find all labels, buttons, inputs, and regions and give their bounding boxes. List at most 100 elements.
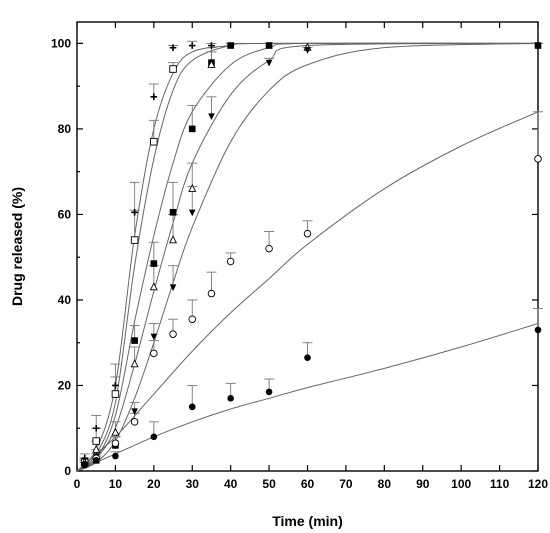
filled-circle-marker (112, 452, 119, 460)
filled-square-marker (227, 42, 234, 49)
open-circle-marker (226, 257, 235, 266)
data-point (92, 424, 100, 432)
data-point (188, 315, 196, 323)
data-point (131, 408, 138, 416)
data-point (208, 113, 215, 120)
plus-marker (92, 424, 100, 432)
filled-circle-marker (81, 461, 88, 468)
open-square-marker (169, 65, 177, 73)
data-point (227, 395, 234, 402)
x-tick-label: 50 (262, 477, 276, 491)
data-point (131, 208, 138, 216)
open-square-marker (111, 390, 120, 398)
data-point (227, 42, 234, 49)
x-tick-label: 30 (186, 477, 200, 491)
open-circle-marker (150, 349, 158, 358)
data-point (92, 444, 101, 453)
y-tick-label: 20 (58, 378, 72, 392)
plus-marker (208, 42, 215, 49)
open-circle-marker (188, 315, 196, 323)
open-circle-marker (303, 229, 312, 238)
y-tick-label: 60 (58, 207, 72, 221)
open-triangle-marker (207, 59, 216, 68)
data-point (149, 282, 158, 291)
fit-curve-open-circle (76, 111, 539, 472)
x-tick-label: 0 (74, 477, 81, 491)
data-point (150, 333, 158, 341)
open-circle-marker (111, 439, 120, 447)
filled-square-marker (265, 42, 273, 49)
x-tick-label: 90 (416, 477, 430, 491)
x-axis-label: Time (min) (272, 513, 343, 529)
open-circle-marker (169, 330, 177, 338)
data-point (130, 359, 139, 368)
data-point (207, 289, 216, 298)
filled-triangle-marker (304, 47, 311, 54)
open-circle-marker (130, 418, 139, 426)
filled-circle-marker (265, 388, 273, 396)
filled-circle-marker (304, 354, 311, 361)
filled-circle-marker (92, 457, 100, 464)
data-point (131, 337, 138, 344)
data-point (130, 236, 139, 244)
data-point (150, 349, 158, 358)
data-point (304, 354, 311, 361)
data-point (150, 433, 158, 441)
x-tick-label: 120 (528, 477, 548, 491)
open-circle-marker (265, 244, 273, 253)
open-triangle-marker (188, 183, 197, 192)
open-square-marker (92, 437, 100, 445)
fit-curve-filled-circle (76, 322, 539, 472)
filled-circle-marker (534, 326, 542, 334)
plus-marker (112, 382, 119, 389)
data-point (111, 439, 120, 447)
x-tick-label: 80 (378, 477, 392, 491)
fit-curve-filled-square (76, 42, 539, 472)
data-point (169, 208, 177, 216)
open-triangle-marker (111, 427, 120, 436)
data-point (534, 42, 542, 49)
data-point (188, 209, 196, 217)
data-point (207, 59, 216, 68)
open-triangle-marker (149, 282, 158, 291)
open-square-marker (150, 137, 158, 146)
data-point (188, 183, 197, 192)
filled-square-marker (169, 208, 177, 216)
filled-square-marker (131, 337, 138, 344)
data-point (112, 382, 119, 389)
y-tick-label: 100 (51, 36, 71, 50)
data-point (265, 59, 273, 67)
x-tick-label: 40 (224, 477, 238, 491)
data-points (80, 42, 542, 469)
data-point (169, 330, 177, 338)
open-triangle-marker (169, 235, 178, 244)
data-point (150, 260, 158, 267)
filled-circle-marker (227, 395, 234, 402)
fit-curve-plus (76, 42, 539, 472)
data-point (265, 42, 273, 49)
data-point (92, 437, 100, 445)
data-point (169, 44, 177, 51)
plot-frame (76, 21, 539, 472)
x-tick-label: 10 (109, 477, 123, 491)
x-tick-label: 70 (339, 477, 353, 491)
data-point (81, 461, 88, 468)
data-point (130, 418, 139, 426)
data-point (265, 388, 273, 396)
error-bars (79, 40, 543, 465)
filled-square-marker (150, 260, 158, 267)
open-circle-marker (207, 289, 216, 298)
data-point (150, 93, 158, 101)
data-point (534, 326, 542, 334)
open-square-marker (130, 236, 139, 244)
y-tick-label: 80 (58, 122, 72, 136)
data-point (534, 155, 542, 163)
y-tick-label: 40 (58, 293, 72, 307)
filled-triangle-marker (208, 113, 215, 120)
data-point (226, 257, 235, 266)
data-point (188, 403, 196, 411)
filled-circle-marker (150, 433, 158, 441)
data-point (92, 457, 100, 464)
filled-circle-marker (188, 403, 196, 411)
